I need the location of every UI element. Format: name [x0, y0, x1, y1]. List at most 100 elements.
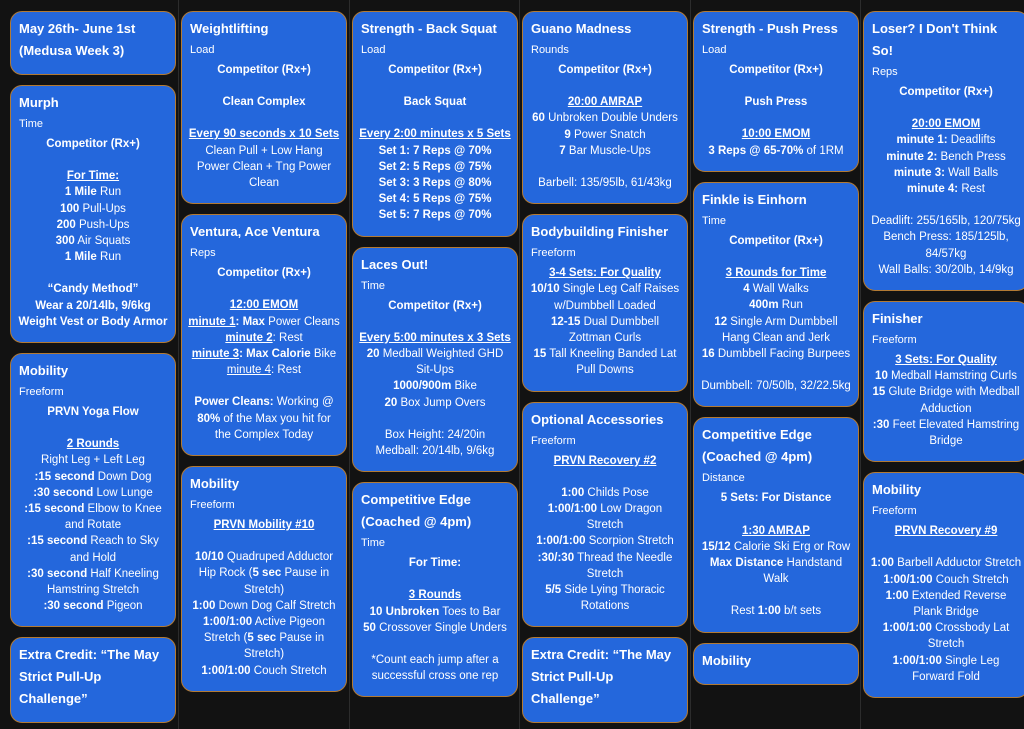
day-column: Loser? I Don't Think So! Reps Competitor (… — [863, 11, 1024, 699]
description-line: 15 Tall Kneeling Banded Lat Pull Downs — [529, 346, 681, 378]
text-segment: Bike — [310, 348, 337, 361]
description-line: PRVN Recovery #9 — [870, 523, 1022, 539]
workout-description: Competitor (Rx+) 20:00 EMOM minute 1: Dead… — [864, 84, 1024, 278]
workout-score-type: Load — [190, 44, 215, 56]
text-segment: Wear a 20/14lb, 9/6kg Weight Vest or Bod… — [18, 299, 168, 328]
workout-title: Competitive Edge (Coached @ 4pm) — [702, 427, 813, 465]
workout-card[interactable]: Bodybuilding Finisher Freeform 3-4 Sets: F… — [522, 214, 688, 392]
description-line: 12 Single Arm Dumbbell Hang Clean and Je… — [700, 314, 852, 346]
workout-card[interactable]: Guano Madness Rounds Competitor (Rx+) 20:00… — [522, 11, 688, 205]
workout-title: Guano Madness — [531, 21, 632, 36]
workout-card[interactable]: Laces Out! Time Competitor (Rx+) Every 5:00… — [352, 246, 518, 473]
description-line: *Count each jump after a successful cros… — [359, 652, 511, 684]
text-segment: Deadlift: 255/165lb, 120/75kg — [871, 215, 1021, 228]
workout-score-type: Distance — [702, 472, 745, 485]
description-line: Every 90 seconds x 10 Sets — [188, 126, 340, 142]
description-line: :30/:30 Thread the Needle Stretch — [529, 550, 681, 582]
description-line: Box Height: 24/20in — [359, 427, 511, 443]
workout-card[interactable]: Optional Accessories Freeform PRVN Recover… — [522, 401, 688, 628]
text-segment: Thread the Needle Stretch — [574, 551, 673, 580]
workout-card[interactable]: Mobility — [693, 642, 859, 685]
text-segment: 60 — [532, 112, 545, 125]
workout-description: Competitor (Rx+) 12:00 EMOM minute 1: Max … — [182, 265, 346, 443]
description-line — [17, 420, 169, 436]
description-line — [870, 197, 1022, 213]
text-segment: Every 90 seconds x 10 Sets — [188, 128, 340, 141]
workout-card[interactable]: Mobility Freeform PRVN Recovery #9 1:00 Bar… — [863, 472, 1024, 699]
description-line: Competitor (Rx+) — [529, 62, 681, 78]
text-segment: Deadlifts — [947, 134, 996, 147]
workout-title: Strength - Push Press — [702, 21, 838, 36]
workout-card[interactable]: Competitive Edge (Coached @ 4pm) Time For … — [352, 482, 518, 698]
text-segment: 1 Mile — [64, 251, 97, 264]
text-segment: 3 Reps @ 65-70% — [708, 144, 804, 157]
description-line — [529, 159, 681, 175]
description-line: minute 1: Deadlifts — [870, 132, 1022, 148]
text-segment: Competitor (Rx+) — [729, 234, 823, 247]
description-line: 1 Mile Run — [17, 249, 169, 265]
workout-title: Strength - Back Squat — [361, 21, 497, 36]
description-line: 5 Sets: For Distance — [700, 490, 852, 506]
text-segment: Back Squat — [403, 96, 467, 109]
workout-card[interactable]: Loser? I Don't Think So! Reps Competitor (… — [863, 11, 1024, 292]
workout-card[interactable]: Murph Time Competitor (Rx+) For Time: 1 Mile… — [10, 85, 176, 344]
text-segment: Down Dog Calf Stretch — [215, 599, 336, 612]
description-line: 1:00/1:00 Couch Stretch — [188, 663, 340, 679]
description-line: minute 2: Bench Press — [870, 149, 1022, 165]
workout-card[interactable]: Ventura, Ace Ventura Reps Competitor (Rx+)… — [181, 214, 347, 457]
workout-card[interactable]: Competitive Edge (Coached @ 4pm) Distance… — [693, 417, 859, 633]
workout-description: PRVN Recovery #9 1:00 Barbell Adductor St… — [864, 523, 1024, 685]
text-segment: minute 4 — [226, 364, 272, 377]
workout-title: Mobility — [872, 482, 922, 498]
text-segment: b/t sets — [780, 605, 822, 618]
text-segment: 5 sec — [247, 632, 277, 645]
description-line: PRVN Yoga Flow — [17, 404, 169, 420]
text-segment: Set 5: 7 Reps @ 70% — [378, 209, 492, 222]
text-segment: Dumbbell: 70/50lb, 32/22.5kg — [701, 380, 851, 393]
workout-card[interactable]: Finkle is Einhorn Time Competitor (Rx+) 3 R… — [693, 181, 859, 408]
workout-card[interactable]: Extra Credit: “The May Strict Pull-Up Ch… — [522, 637, 688, 724]
workout-card[interactable]: Weightlifting Load Competitor (Rx+) Clean C… — [181, 11, 347, 205]
description-line — [870, 539, 1022, 555]
description-line: 10 Unbroken Toes to Bar — [359, 604, 511, 620]
description-line — [359, 571, 511, 587]
text-segment: :30 second — [27, 567, 88, 580]
description-line — [700, 507, 852, 523]
description-line: 7 Bar Muscle-Ups — [529, 143, 681, 159]
text-segment: Power Cleans — [264, 315, 340, 328]
description-line — [529, 78, 681, 94]
text-segment: 10 Unbroken — [369, 605, 440, 618]
description-line: 50 Crossover Single Unders — [359, 620, 511, 636]
text-segment: 5/5 — [545, 584, 562, 597]
text-segment: Wall Walks — [749, 283, 809, 296]
text-segment: Box Jump Overs — [397, 396, 486, 409]
workout-title: Optional Accessories — [531, 411, 664, 427]
description-line: 12-15 Dual Dumbbell Zottman Curls — [529, 314, 681, 346]
text-segment: 100 — [60, 202, 80, 215]
text-segment: 20:00 EMOM — [911, 118, 981, 131]
text-segment: :30 second — [43, 600, 104, 613]
workout-score-type: Time — [361, 537, 386, 550]
text-segment: 12-15 — [550, 315, 581, 328]
description-line: :15 second Reach to Sky and Hold — [17, 533, 169, 565]
text-segment: Pause in Stretch) — [243, 567, 330, 596]
workout-card[interactable]: Finisher Freeform 3 Sets: For Quality 10 Me… — [863, 301, 1024, 463]
day-column: Guano Madness Rounds Competitor (Rx+) 20:00… — [522, 11, 688, 724]
workout-card[interactable]: Extra Credit: “The May Strict Pull-Up Ch… — [10, 637, 176, 724]
text-segment: Competitor (Rx+) — [217, 267, 311, 280]
column-divider — [690, 0, 691, 729]
text-segment: Barbell: 135/95lb, 61/43kg — [538, 177, 672, 190]
description-line: :30 second Half Kneeling Hamstring Stret… — [17, 566, 169, 598]
text-segment: Tall Kneeling Banded Lat Pull Downs — [546, 348, 677, 377]
column-divider — [349, 0, 350, 729]
description-line: For Time: — [17, 168, 169, 184]
text-segment: Competitor (Rx+) — [388, 64, 482, 76]
workout-card[interactable]: Strength - Push Press Load Competitor (Rx+… — [693, 11, 859, 172]
workout-card[interactable]: Mobility Freeform PRVN Mobility #10 10/10 Q… — [181, 466, 347, 692]
text-segment: 1:00/1:00 — [883, 573, 933, 586]
day-column: Strength - Push Press Load Competitor (Rx+… — [693, 11, 859, 685]
workout-card[interactable]: Mobility Freeform PRVN Yoga Flow 2 Rounds Ri… — [10, 353, 176, 628]
workout-card[interactable]: May 26th- June 1st (Medusa Week 3) — [10, 11, 176, 75]
workout-card[interactable]: Strength - Back Squat Load Competitor (Rx+… — [352, 11, 518, 237]
description-line: 1:00/1:00 Active Pigeon Stretch (5 sec P… — [188, 614, 340, 663]
